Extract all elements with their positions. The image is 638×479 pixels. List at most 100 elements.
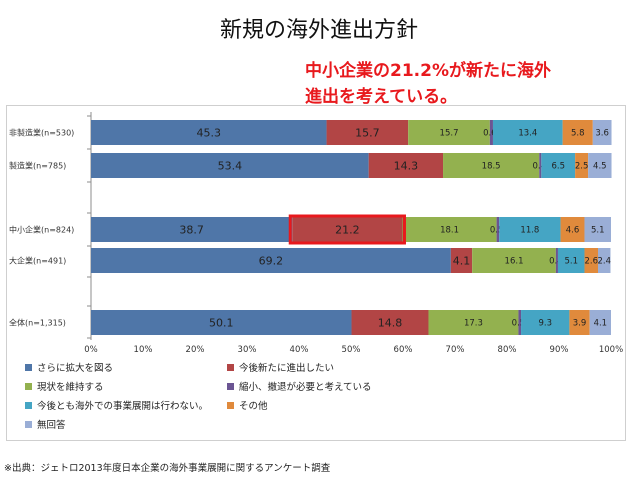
data-label: 15.7	[355, 126, 380, 139]
stacked-bar-chart: 非製造業(n=530) 45.3 15.7 15.7 0.6 13.4 5.8 3.6 製造業(…	[9, 112, 623, 431]
bar-segment	[472, 248, 556, 273]
data-label: 2.5	[575, 162, 589, 172]
bar-segment	[575, 153, 589, 178]
bar-segment	[555, 248, 558, 273]
callout-line-1: 中小企業の21.2%が新たに海外	[305, 61, 551, 81]
x-tick-label: 40%	[290, 345, 309, 355]
x-tick-label: 100%	[599, 345, 623, 355]
data-label: 0.4	[549, 257, 563, 267]
bar-segment	[450, 248, 473, 273]
data-label: 3.6	[595, 129, 609, 139]
bar-segment	[541, 153, 576, 178]
legend-label: 今後新たに進出したい	[239, 362, 334, 374]
legend-swatch	[25, 402, 32, 409]
data-label: 4.1	[594, 319, 608, 329]
x-tick-label: 0%	[84, 345, 98, 355]
x-tick-label: 30%	[238, 345, 257, 355]
data-label: 2.4	[597, 257, 611, 267]
bar-segment	[521, 310, 570, 335]
legend-swatch	[227, 402, 234, 409]
data-label: 5.1	[591, 226, 605, 236]
bar-segment	[91, 217, 293, 242]
bar-segment	[588, 153, 612, 178]
data-label: 17.3	[464, 319, 483, 329]
legend-label: 無回答	[37, 419, 66, 431]
bar-segment	[598, 248, 611, 273]
category-label: 大企業(n=491)	[9, 256, 66, 266]
highlight-box	[288, 214, 406, 245]
x-tick-label: 70%	[446, 345, 465, 355]
data-label: 69.2	[259, 254, 284, 267]
bar-segment	[592, 120, 612, 145]
legend-swatch	[25, 421, 32, 428]
data-label: 4.6	[566, 226, 580, 236]
callout-line-2: 進出を考えている。	[305, 87, 458, 107]
bar-segment	[326, 120, 409, 145]
x-tick-label: 60%	[394, 345, 413, 355]
data-label: 16.1	[505, 257, 524, 267]
category-label: 全体(n=1,315)	[9, 318, 66, 328]
bar-segment	[408, 120, 490, 145]
bar-segment	[560, 217, 585, 242]
legend-swatch	[227, 364, 234, 371]
bar-segment	[91, 153, 369, 178]
bar-segment	[518, 310, 522, 335]
bar-segment	[402, 217, 497, 242]
data-label: 0.6	[483, 129, 497, 139]
data-label: 0.4	[532, 162, 546, 172]
bar-segment	[589, 310, 611, 335]
bar-segment	[496, 217, 500, 242]
bar-segment	[443, 153, 540, 178]
data-label: 18.5	[482, 162, 501, 172]
legend-label: さらに拡大を図る	[37, 362, 113, 374]
source-note: ※出典：ジェトロ2013年度日本企業の海外事業展開に関するアンケート調査	[4, 463, 331, 474]
data-label: 9.3	[538, 319, 552, 329]
data-label: 38.7	[179, 223, 204, 236]
data-label: 13.4	[518, 129, 537, 139]
data-label: 11.8	[520, 226, 539, 236]
legend-label: 現状を維持する	[37, 381, 104, 393]
data-label: 5.8	[571, 129, 585, 139]
data-label: 45.3	[197, 126, 222, 139]
chart-frame: 非製造業(n=530) 45.3 15.7 15.7 0.6 13.4 5.8 3.6 製造業(…	[6, 105, 626, 441]
bar-segment	[569, 310, 590, 335]
bar-segment	[292, 217, 403, 242]
x-tick-label: 80%	[498, 345, 517, 355]
data-label: 2.6	[584, 257, 598, 267]
data-label: 14.3	[394, 159, 419, 172]
bar-segment	[584, 217, 611, 242]
bar-segment	[557, 248, 585, 273]
legend-label: 縮小、撤退が必要と考えている	[239, 381, 372, 393]
bar-segment	[499, 217, 561, 242]
data-label: 4.1	[453, 254, 471, 267]
data-label: 5.1	[564, 257, 578, 267]
x-tick-label: 50%	[342, 345, 361, 355]
data-label: 15.7	[440, 129, 459, 139]
data-label: 53.4	[218, 159, 243, 172]
highlight-callout: 中小企業の21.2%が新たに海外 進出を考えている。	[305, 58, 605, 110]
bar-segment	[428, 310, 519, 335]
bar-segment	[91, 248, 451, 273]
data-label: 50.1	[209, 316, 234, 329]
bar-segment	[489, 120, 493, 145]
bar-segment	[91, 310, 352, 335]
x-tick-label: 20%	[186, 345, 205, 355]
legend-label: 今後とも海外での事業展開は行わない。	[37, 400, 208, 412]
data-label: 21.2	[335, 223, 360, 236]
bar-segment	[368, 153, 444, 178]
legend-swatch	[25, 364, 32, 371]
bar-segment	[584, 248, 598, 273]
bar-segment	[492, 120, 563, 145]
data-label: 3.9	[573, 319, 587, 329]
bar-segment	[351, 310, 429, 335]
bar-segment	[539, 153, 542, 178]
data-label: 4.5	[593, 162, 607, 172]
data-label: 0.5	[512, 319, 526, 329]
legend-swatch	[25, 383, 32, 390]
data-label: 18.1	[440, 226, 459, 236]
page-title: 新規の海外進出方針	[219, 18, 418, 43]
bar-segment	[91, 120, 327, 145]
category-label: 中小企業(n=824)	[9, 225, 74, 235]
category-label: 製造業(n=785)	[9, 161, 66, 171]
bar-segment	[562, 120, 593, 145]
